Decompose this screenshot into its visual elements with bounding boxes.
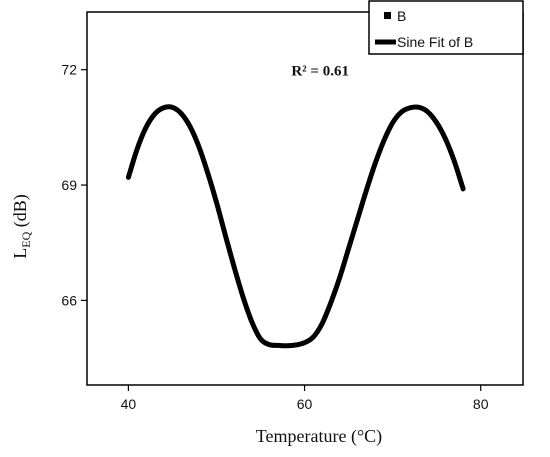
legend-square-marker bbox=[384, 12, 391, 19]
x-tick-label: 40 bbox=[121, 396, 137, 412]
sine-fit-line bbox=[125, 104, 466, 349]
r-squared-annotation: R² = 0.61 bbox=[291, 64, 349, 80]
y-tick-label: 66 bbox=[61, 292, 77, 308]
y-axis-title-base: L bbox=[10, 248, 30, 259]
y-tick-label: 69 bbox=[61, 177, 77, 193]
legend-label-b: B bbox=[397, 8, 406, 24]
legend-box bbox=[368, 0, 524, 55]
x-axis-title: Temperature (°C) bbox=[256, 426, 382, 447]
y-tick-label: 72 bbox=[61, 62, 77, 78]
y-axis-title-subscript: EQ bbox=[19, 231, 33, 247]
x-tick-label: 80 bbox=[473, 396, 489, 412]
x-tick-label: 60 bbox=[297, 396, 313, 412]
y-axis-title-rest: (dB) bbox=[10, 194, 31, 232]
legend: B Sine Fit of B bbox=[368, 0, 524, 55]
legend-label-sine-fit: Sine Fit of B bbox=[397, 34, 473, 50]
y-axis-title: LEQ (dB) bbox=[10, 194, 33, 259]
